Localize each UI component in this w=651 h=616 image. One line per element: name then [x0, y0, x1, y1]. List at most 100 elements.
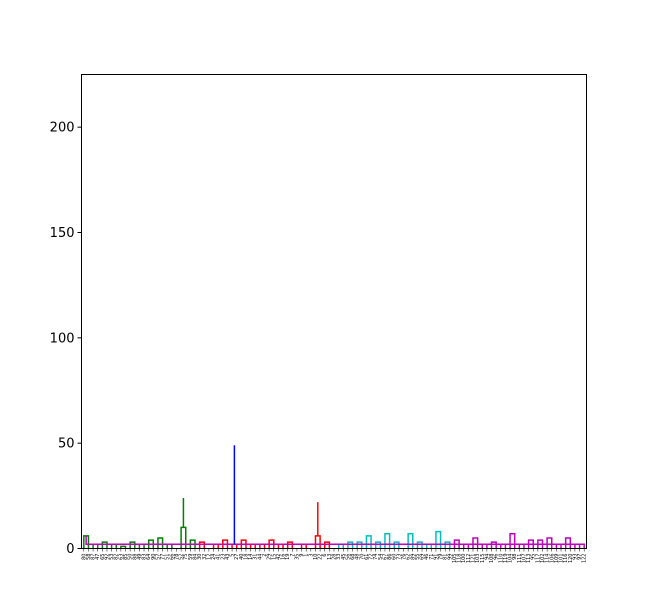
leaf-label: 80 — [81, 554, 87, 560]
y-tick-label: 150 — [50, 226, 75, 241]
leaf-label: 45 — [341, 554, 347, 560]
leaf-label: 97 — [577, 554, 583, 560]
leaf-label: 104 — [508, 554, 514, 564]
leaf-label: 6 — [322, 554, 328, 557]
leaf-label: 106 — [549, 554, 555, 564]
leaf-label: 41 — [216, 554, 222, 560]
leaf-label: 16 — [281, 554, 287, 560]
leaf-label: 114 — [545, 554, 551, 564]
leaf-label: 10 — [313, 554, 319, 560]
leaf-label: 109 — [554, 554, 560, 564]
leaf-label: 64 — [146, 554, 152, 560]
leaf-label: 83 — [142, 554, 148, 560]
leaf-label: 44 — [257, 554, 263, 560]
dendrogram-link — [157, 537, 164, 549]
leaf-label: 19 — [285, 554, 291, 560]
leaf-label: 79 — [438, 554, 444, 560]
dendrogram-link — [180, 526, 187, 549]
leaf-label: 94 — [484, 554, 490, 560]
leaf-label: 115 — [480, 554, 486, 564]
leaf-label: 102 — [540, 554, 546, 564]
leaf-label: 1 — [304, 554, 310, 557]
leaf-label: 52 — [179, 554, 185, 560]
leaf-label: 54 — [378, 554, 384, 560]
leaf-label: 96 — [494, 554, 500, 560]
leaf-label: 71 — [429, 554, 435, 560]
dendrogram-link — [416, 541, 423, 549]
leaf-label: 119 — [503, 554, 509, 564]
plot-frame — [81, 74, 587, 549]
dendrogram-link — [407, 533, 414, 549]
leaf-label: 59 — [188, 554, 194, 560]
leaf-label: 56 — [345, 554, 351, 560]
leaf-label: 57 — [155, 554, 161, 560]
leaf-label: 29 — [267, 554, 273, 560]
leaf-label: 3 — [308, 554, 314, 557]
leaf-label: 49 — [137, 554, 143, 560]
leaf-label: 88 — [132, 554, 138, 560]
leaf-label: 23 — [220, 554, 226, 560]
leaf-label: 89 — [410, 554, 416, 560]
leaf-label: 78 — [174, 554, 180, 560]
leaf-label: 5 — [230, 554, 236, 557]
leaf-label: 42 — [276, 554, 282, 560]
y-tick-label: 0 — [66, 542, 74, 557]
y-axis: 0 50 100 150 200 — [50, 121, 82, 557]
leaf-label: 111 — [517, 554, 523, 564]
leaf-label: 67 — [382, 554, 388, 560]
leaf-label: 93 — [572, 554, 578, 560]
dendrogram-link — [101, 541, 108, 549]
leaf-label: 108 — [489, 554, 495, 564]
leaf-label: 73 — [396, 554, 402, 560]
y-tick-label: 100 — [50, 331, 75, 346]
leaf-label: 32 — [202, 554, 208, 560]
leaf-label: 27 — [234, 554, 240, 560]
leaf-label: 101 — [559, 554, 565, 564]
leaf-label: 75 — [183, 554, 189, 560]
leaf-label: 120 — [568, 554, 574, 564]
dendrogram-link — [356, 541, 363, 549]
leaf-label: 121 — [470, 554, 476, 564]
leaf-label: 85 — [123, 554, 129, 560]
leaf-label: 13 — [327, 554, 333, 560]
leaf-label: 69 — [420, 554, 426, 560]
leaf-label: 82 — [114, 554, 120, 560]
leaf-label: 113 — [526, 554, 532, 564]
leaf-label: 107 — [521, 554, 527, 564]
leaf-label: 7 — [290, 554, 296, 557]
leaf-label: 90 — [151, 554, 157, 560]
leaf-label: 62 — [406, 554, 412, 560]
leaf-label: 31 — [253, 554, 259, 560]
leaf-label: 103 — [475, 554, 481, 564]
leaf-label: 14 — [248, 554, 254, 560]
dendrogram-link — [444, 541, 451, 549]
dendrogram-link — [374, 541, 382, 549]
leaf-label: 91 — [433, 554, 439, 560]
leaf-label: 2 — [262, 554, 268, 557]
leaf-label: 48 — [355, 554, 361, 560]
dendrogram-link — [546, 537, 553, 549]
dendrogram-link — [129, 541, 136, 549]
leaf-label: 76 — [401, 554, 407, 560]
leaf-label: 66 — [169, 554, 175, 560]
leaf-label: 24 — [211, 554, 217, 560]
leaf-label: 15 — [271, 554, 277, 560]
dendrogram-link — [85, 535, 585, 549]
dendrogram-link — [286, 541, 294, 549]
leaf-label: 55 — [415, 554, 421, 560]
leaf-label: 40 — [239, 554, 245, 560]
leaf-label: 117 — [535, 554, 541, 564]
leaf-label: 72 — [369, 554, 375, 560]
leaf-label: 61 — [364, 554, 370, 560]
leaf-label: 100 — [461, 554, 467, 564]
leaf-label: 116 — [563, 554, 569, 564]
leaf-label: 81 — [443, 554, 449, 560]
leaf-label: 74 — [373, 554, 379, 560]
dendrogram-link — [384, 533, 391, 549]
leaf-label: 12 — [206, 554, 212, 560]
leaf-label: 46 — [424, 554, 430, 560]
leaf-label: 53 — [109, 554, 115, 560]
leaf-label: 86 — [387, 554, 393, 560]
leaf-label: 9 — [299, 554, 305, 557]
